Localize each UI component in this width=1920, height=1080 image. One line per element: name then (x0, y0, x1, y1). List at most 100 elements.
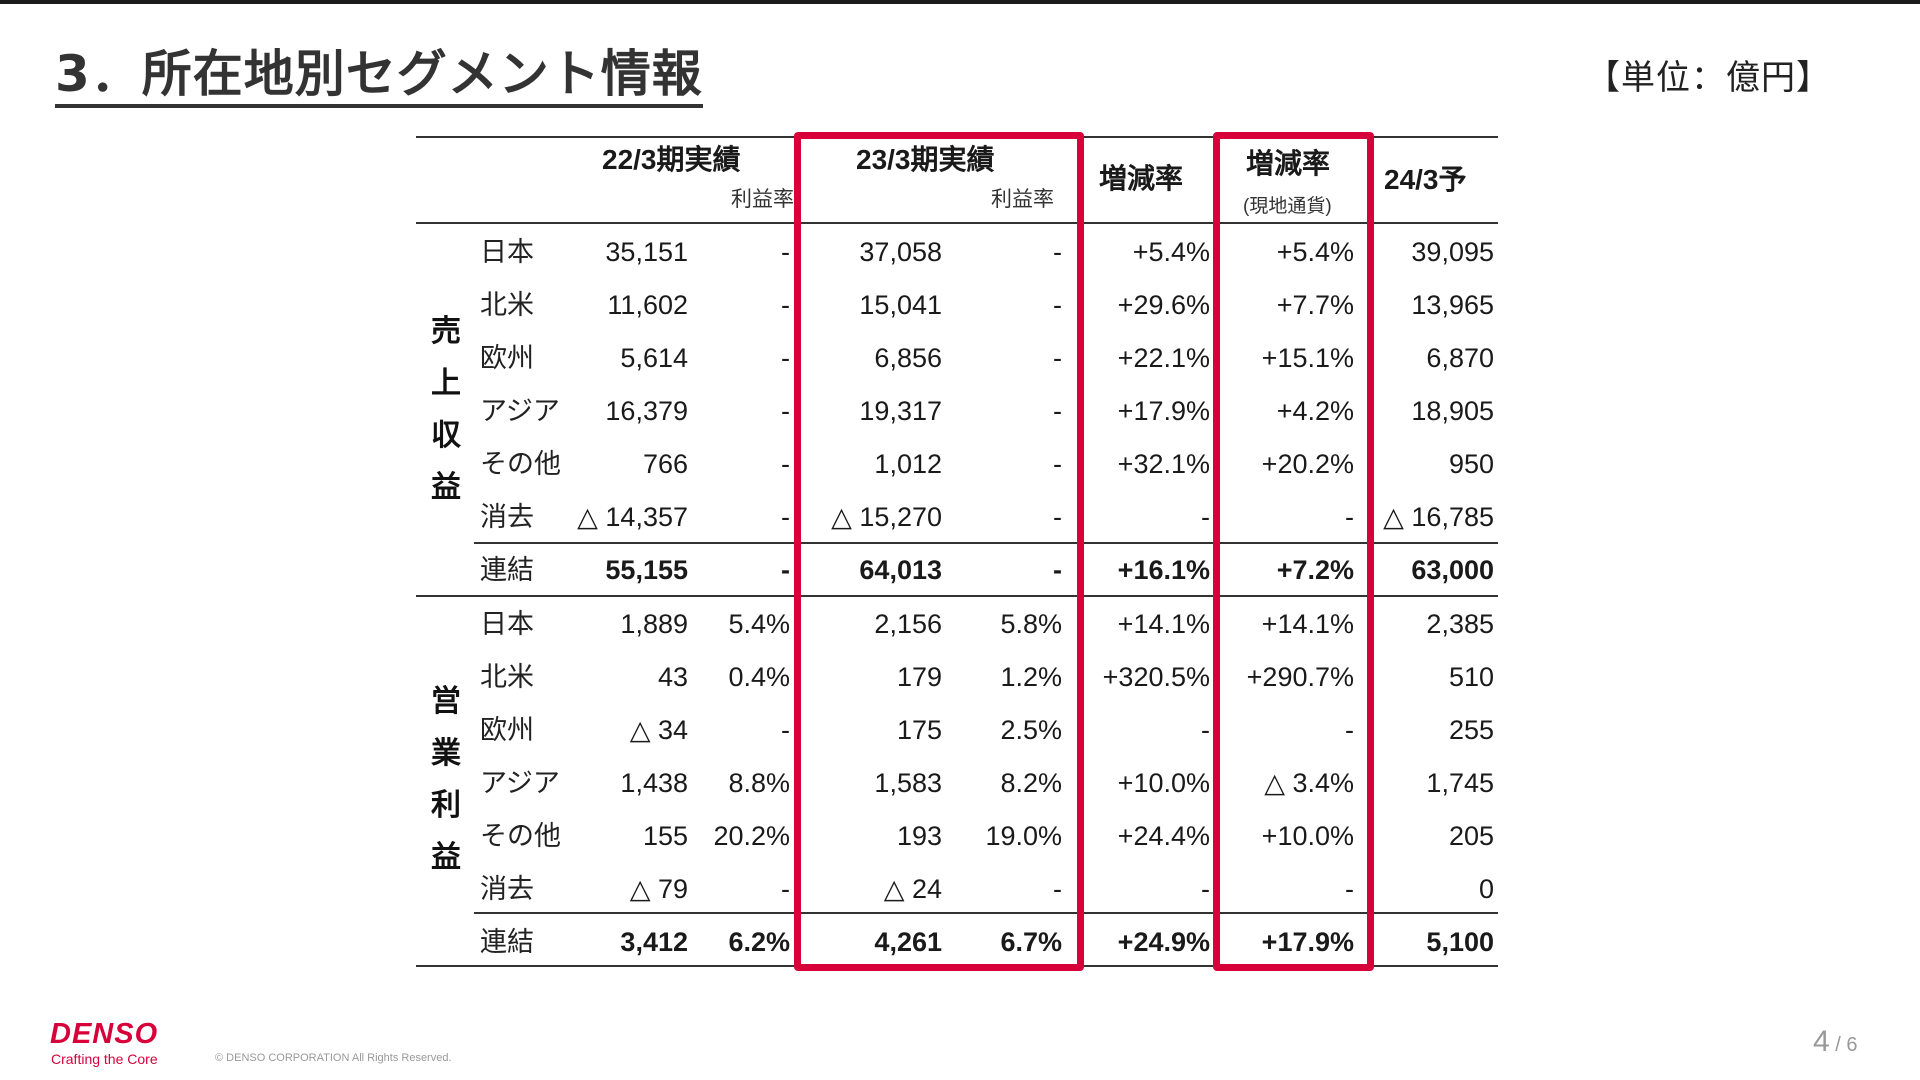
fy24-forecast: 510 (1448, 662, 1494, 692)
region-label: アジア (480, 768, 560, 798)
header-change-rate-local-sub: (現地通貨) (1243, 196, 1332, 217)
fy22-value: 43 (657, 662, 688, 692)
fy22-value: 11,602 (607, 290, 688, 320)
change-rate-local: +14.1% (1261, 609, 1354, 639)
highlight-box-change-local (1213, 132, 1374, 971)
change-rate-local: - (1345, 502, 1354, 532)
change-rate-local: +290.7% (1246, 662, 1354, 692)
change-rate: +320.5% (1102, 662, 1210, 692)
fy23-margin: 6.7% (1000, 927, 1062, 957)
fy24-forecast: 18,905 (1411, 396, 1494, 426)
tagline: Crafting the Core (51, 1051, 158, 1067)
copyright: © DENSO CORPORATION All Rights Reserved. (215, 1052, 452, 1064)
fy22-value: 766 (642, 449, 688, 479)
fy22-margin: - (781, 396, 790, 426)
fy24-forecast: 39,095 (1411, 237, 1494, 267)
sales-total-divider (474, 542, 1498, 544)
fy23-value: 64,013 (859, 555, 942, 585)
change-rate: - (1201, 715, 1210, 745)
region-label: 日本 (480, 609, 534, 639)
change-rate: +32.1% (1117, 449, 1210, 479)
fy23-value: 193 (896, 821, 942, 851)
fy23-margin: - (1053, 502, 1062, 532)
denso-logo: DENSO (50, 1018, 159, 1050)
fy22-margin: - (781, 555, 790, 585)
header-fy24-forecast: 24/3予 (1384, 164, 1467, 195)
fy23-value: 19,317 (859, 396, 942, 426)
fy23-value: 1,583 (874, 768, 942, 798)
section-label-char: 売 (431, 314, 461, 349)
highlight-box-fy23 (794, 132, 1084, 971)
header-change-rate-local: 増減率 (1246, 148, 1331, 179)
fy22-margin: - (781, 874, 790, 904)
change-rate: +24.4% (1117, 821, 1210, 851)
segment-table: 22/3期実績 利益率 23/3期実績 利益率 増減率 増減率 (現地通貨) 2… (416, 0, 1498, 1080)
section-divider (416, 595, 1498, 597)
fy23-margin: 5.8% (1000, 609, 1062, 639)
change-rate-local: +15.1% (1261, 343, 1354, 373)
fy22-value: 1,438 (620, 768, 688, 798)
section-label-char: 営 (431, 684, 461, 719)
fy22-margin: - (781, 290, 790, 320)
fy22-margin: - (781, 502, 790, 532)
fy23-value: 37,058 (859, 237, 942, 267)
region-label: 消去 (480, 874, 534, 904)
page-title: 3．所在地別セグメント情報 (55, 44, 703, 108)
change-rate: +10.0% (1117, 768, 1210, 798)
fy23-margin: - (1053, 343, 1062, 373)
fy23-margin: - (1053, 396, 1062, 426)
fy22-margin: 0.4% (728, 662, 790, 692)
header-fy22-margin: 利益率 (731, 188, 794, 211)
fy23-value: △ 24 (883, 874, 942, 904)
fy22-margin: - (781, 237, 790, 267)
header-fy23-margin: 利益率 (991, 188, 1054, 211)
change-rate-local: +10.0% (1261, 821, 1354, 851)
fy24-forecast: 205 (1448, 821, 1494, 851)
change-rate-local: +7.2% (1276, 555, 1354, 585)
region-label: 連結 (480, 927, 534, 957)
change-rate-local: - (1345, 715, 1354, 745)
fy22-value: 155 (642, 821, 688, 851)
fy24-forecast: 2,385 (1426, 609, 1494, 639)
change-rate-local: +5.4% (1276, 237, 1354, 267)
region-label: 連結 (480, 555, 534, 585)
fy23-margin: 2.5% (1000, 715, 1062, 745)
fy24-forecast: △ 16,785 (1383, 502, 1494, 532)
fy24-forecast: 6,870 (1426, 343, 1494, 373)
fy24-forecast: 1,745 (1426, 768, 1494, 798)
region-label: 欧州 (480, 343, 534, 373)
fy24-forecast: 0 (1478, 874, 1494, 904)
fy23-value: 179 (896, 662, 942, 692)
change-rate: +16.1% (1117, 555, 1210, 585)
fy22-value: 35,151 (605, 237, 688, 267)
region-label: アジア (480, 396, 560, 426)
region-label: その他 (480, 821, 561, 851)
change-rate-local: +17.9% (1261, 927, 1354, 957)
change-rate: +29.6% (1117, 290, 1210, 320)
header-divider (416, 222, 1498, 224)
header-change-rate: 増減率 (1099, 163, 1184, 194)
section-label-operating-profit: 営 業 利 益 (426, 676, 466, 884)
section-label-char: 益 (431, 840, 461, 875)
region-label: 日本 (480, 237, 534, 267)
section-label-sales: 売 上 収 益 (426, 306, 466, 514)
fy23-value: △ 15,270 (831, 502, 942, 532)
page-number: 4 / 6 (1813, 1025, 1857, 1064)
change-rate-local: +7.7% (1276, 290, 1354, 320)
fy24-forecast: 13,965 (1411, 290, 1494, 320)
fy23-value: 2,156 (874, 609, 942, 639)
change-rate: +17.9% (1117, 396, 1210, 426)
change-rate-local: +20.2% (1261, 449, 1354, 479)
fy23-value: 175 (896, 715, 942, 745)
change-rate: - (1201, 502, 1210, 532)
section-label-char: 収 (431, 418, 461, 453)
fy22-value: △ 34 (629, 715, 688, 745)
region-label: その他 (480, 449, 561, 479)
fy23-value: 4,261 (874, 927, 942, 957)
fy22-margin: 6.2% (728, 927, 790, 957)
change-rate: +14.1% (1117, 609, 1210, 639)
change-rate: +22.1% (1117, 343, 1210, 373)
section-label-char: 利 (431, 788, 461, 823)
fy22-value: 1,889 (620, 609, 688, 639)
change-rate-local: △ 3.4% (1264, 768, 1354, 798)
